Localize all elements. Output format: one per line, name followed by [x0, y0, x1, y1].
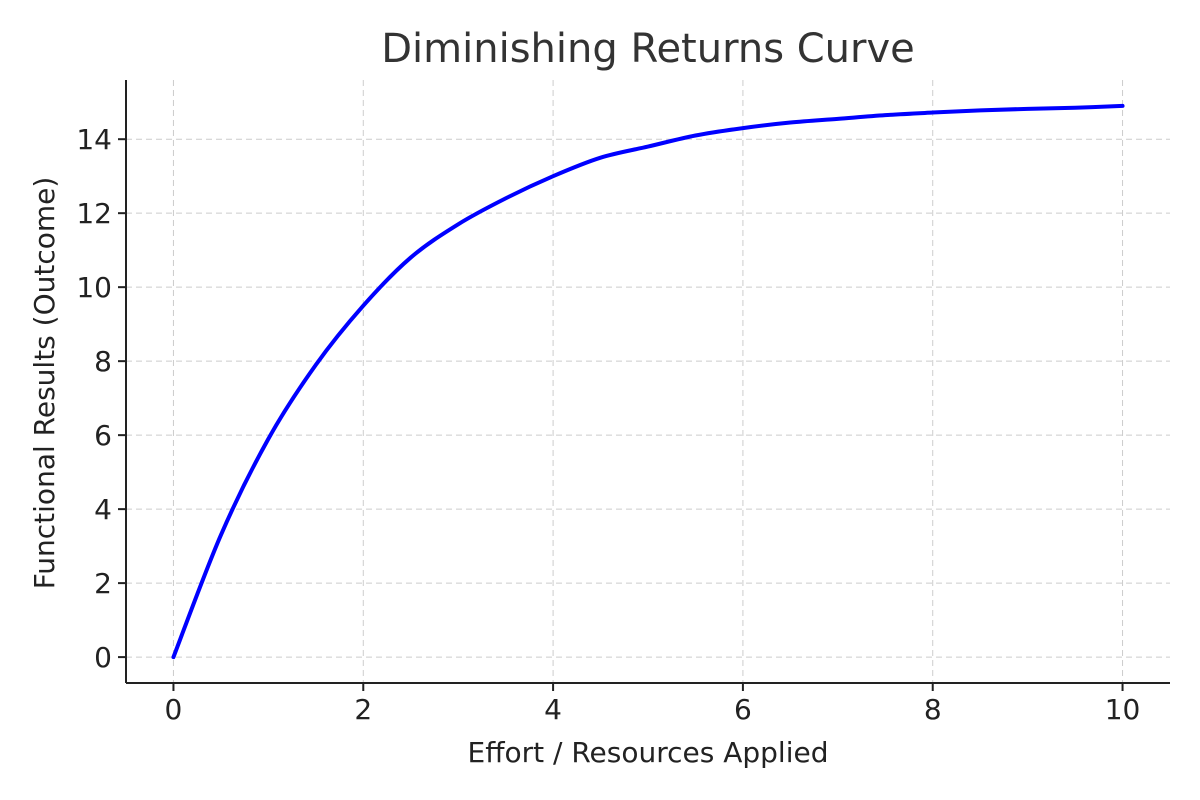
y-tick-label: 0	[94, 641, 112, 674]
series-line	[171, 103, 1125, 660]
x-tick-label: 0	[165, 693, 183, 726]
y-tick-label: 10	[76, 271, 112, 304]
chart-title: Diminishing Returns Curve	[381, 26, 915, 72]
x-tick-label: 10	[1105, 693, 1141, 726]
y-tick-label: 4	[94, 493, 112, 526]
y-axis-label: Functional Results (Outcome)	[28, 177, 61, 590]
x-tick-label: 6	[734, 693, 752, 726]
axes-layer: 0 2 4 6 8 10 0 2 4 6 8 10 12 14	[76, 80, 1170, 726]
x-tick-label: 4	[544, 693, 562, 726]
y-tick-label: 8	[94, 345, 112, 378]
y-tick-label: 2	[94, 567, 112, 600]
x-tick-label: 8	[924, 693, 942, 726]
y-tick-label: 14	[76, 123, 112, 156]
y-tick-label: 12	[76, 197, 112, 230]
y-tick-label: 6	[94, 419, 112, 452]
x-tick-label: 2	[354, 693, 372, 726]
grid-layer	[126, 80, 1170, 683]
x-axis-label: Effort / Resources Applied	[468, 736, 829, 769]
series-layer	[171, 103, 1125, 660]
